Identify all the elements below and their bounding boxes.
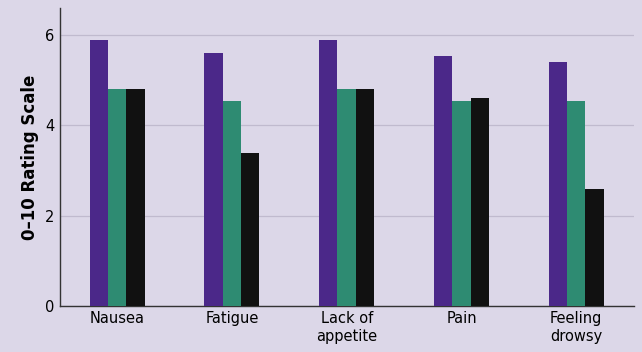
Bar [434, 56, 452, 306]
Bar [567, 101, 586, 306]
Y-axis label: 0–10 Rating Scale: 0–10 Rating Scale [21, 74, 39, 240]
Bar [126, 89, 144, 306]
Bar [471, 99, 489, 306]
Bar [319, 40, 338, 306]
Bar [204, 54, 223, 306]
Bar [586, 189, 604, 306]
Bar [241, 152, 259, 306]
Bar [549, 62, 567, 306]
Bar [89, 40, 108, 306]
Bar [338, 89, 356, 306]
Bar [108, 89, 126, 306]
Bar [356, 89, 374, 306]
Bar [223, 101, 241, 306]
Bar [452, 101, 471, 306]
